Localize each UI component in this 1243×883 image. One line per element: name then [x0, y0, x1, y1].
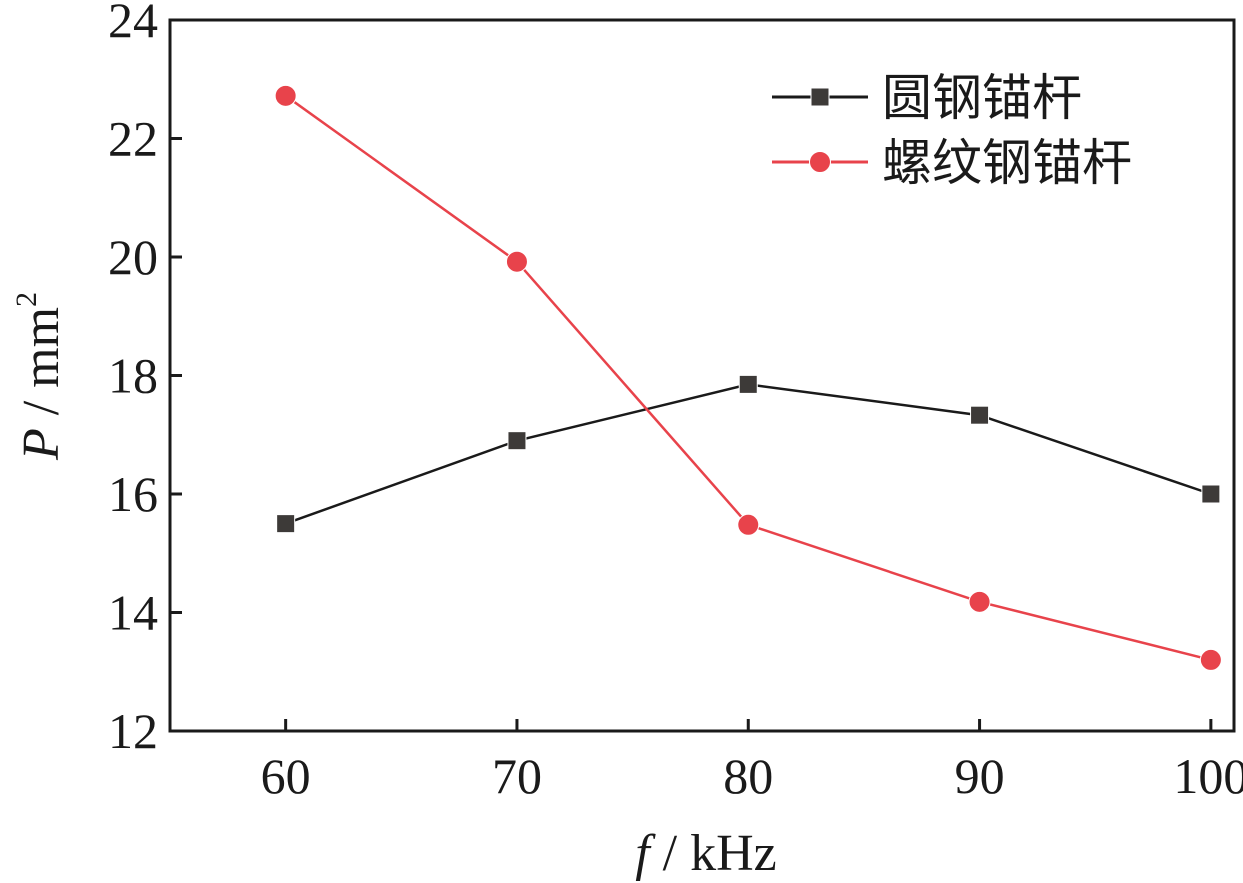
legend-item: 螺纹钢锚杆	[772, 134, 1132, 192]
series-line	[285, 383, 1212, 525]
legend-label: 圆钢锚杆	[882, 69, 1082, 127]
y-tick-label: 18	[108, 348, 158, 404]
y-axis-title: P / mm2	[10, 292, 70, 461]
data-point	[968, 590, 991, 613]
series-1	[276, 374, 1221, 534]
x-axis-unit: / kHz	[650, 825, 777, 882]
data-point	[737, 513, 760, 536]
axes: 60 70 80 90 100 12 14 16 18 20 22 24	[108, 0, 1243, 804]
data-point	[1201, 484, 1221, 504]
y-axis-variable: P	[13, 428, 70, 461]
y-tick-label: 20	[108, 229, 158, 285]
data-point	[507, 431, 527, 451]
y-tick-label: 24	[108, 0, 158, 48]
x-axis-title: f / kHz	[635, 825, 777, 882]
series-2	[274, 84, 1222, 671]
legend-item: 圆钢锚杆	[772, 69, 1082, 127]
legend-marker	[810, 87, 830, 107]
x-tick-label: 80	[723, 748, 773, 804]
data-point	[970, 405, 990, 425]
y-tick-label: 16	[108, 466, 158, 522]
x-tick-label: 90	[955, 748, 1005, 804]
x-tick-label: 70	[492, 748, 542, 804]
legend-label: 螺纹钢锚杆	[882, 134, 1132, 192]
y-tick-label: 14	[108, 585, 158, 641]
legend-marker	[809, 151, 831, 173]
x-tick-label: 100	[1173, 748, 1243, 804]
data-point	[274, 84, 297, 107]
y-axis-unit: / mm	[13, 307, 70, 428]
data-point	[505, 250, 528, 273]
y-tick-label: 22	[108, 111, 158, 167]
data-point	[1199, 648, 1222, 671]
y-tick-label: 12	[108, 703, 158, 759]
data-point	[738, 374, 758, 394]
x-tick-label: 60	[261, 748, 311, 804]
data-point	[276, 514, 296, 534]
series-layer	[274, 84, 1222, 671]
y-axis-unit-exponent: 2	[10, 292, 43, 307]
